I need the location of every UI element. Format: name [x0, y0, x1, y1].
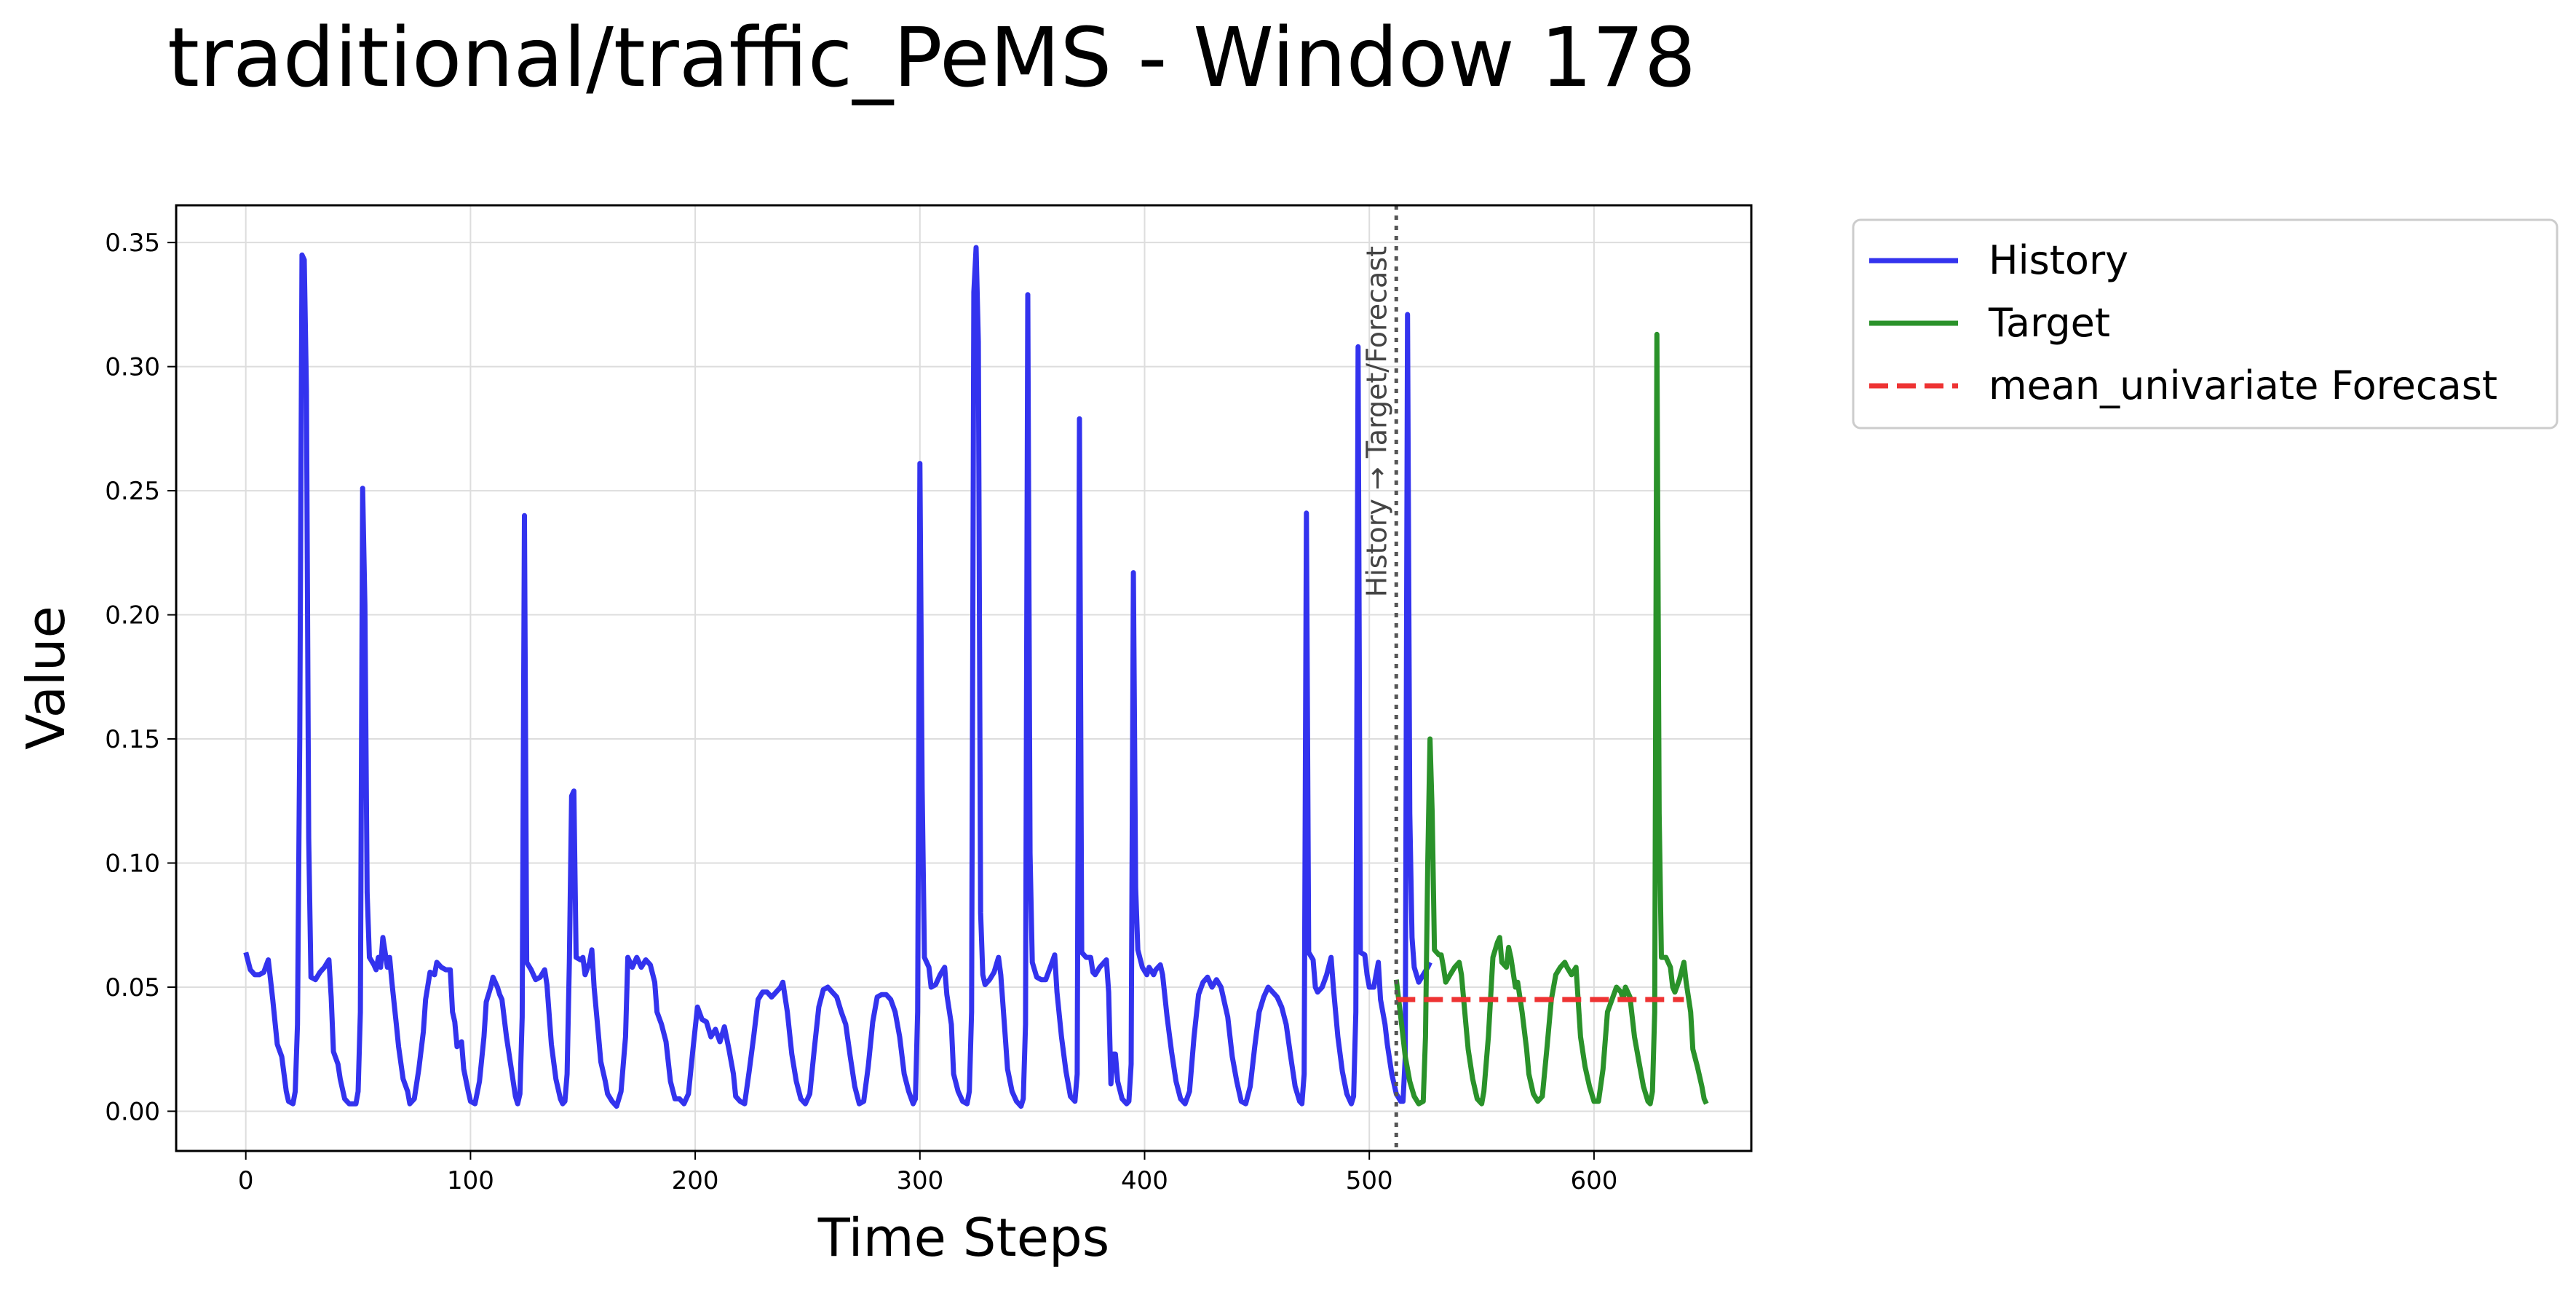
- x-tick-label: 200: [672, 1166, 719, 1195]
- legend-frame: [1852, 218, 2559, 430]
- y-tick-label: 0.00: [105, 1097, 160, 1126]
- y-tick-label: 0.10: [105, 850, 160, 879]
- series-layer: [243, 245, 1709, 1109]
- series-line-target: [1393, 331, 1709, 1107]
- grid: [176, 205, 1751, 1151]
- x-tick-label: 600: [1570, 1166, 1617, 1195]
- y-tick-label: 0.15: [105, 725, 160, 754]
- y-tick-label: 0.05: [105, 973, 160, 1002]
- annotation: History → Target/Forecast: [1360, 205, 1398, 1151]
- legend-label-target: Target: [1988, 300, 2110, 346]
- legend-label-forecast: mean_univariate Forecast: [1989, 363, 2497, 408]
- x-axis-title: Time Steps: [817, 1207, 1110, 1268]
- axis-ticks: 0 100 200 300 400 500 600 0.00 0.05 0.10 0.15 0.20 0…: [105, 229, 1617, 1195]
- x-tick-label: 500: [1346, 1166, 1393, 1195]
- plot-frame: [175, 204, 1753, 1152]
- series-line-history: [243, 245, 1432, 1109]
- y-tick-label: 0.20: [105, 601, 160, 630]
- x-tick-label: 0: [238, 1166, 254, 1195]
- y-tick-label: 0.30: [105, 353, 160, 382]
- legend-label-history: History: [1989, 237, 2128, 283]
- x-tick-label: 300: [896, 1166, 943, 1195]
- x-tick-label: 400: [1121, 1166, 1168, 1195]
- y-axis-title: Value: [15, 606, 76, 750]
- legend: History Target mean_univariate Forecast: [1852, 218, 2559, 430]
- y-tick-label: 0.25: [105, 477, 160, 506]
- y-tick-label: 0.35: [105, 229, 160, 258]
- boundary-label: History → Target/Forecast: [1360, 246, 1392, 597]
- x-tick-label: 100: [447, 1166, 494, 1195]
- chart-title: traditional/traffic_PeMS - Window 178: [167, 11, 1696, 106]
